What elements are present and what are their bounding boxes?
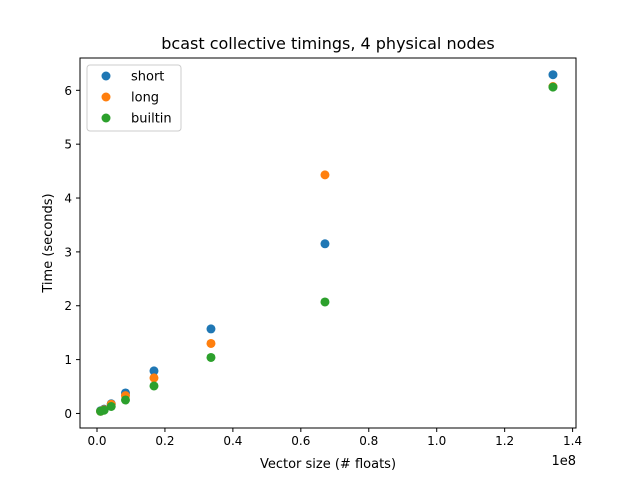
data-point-long: [206, 338, 216, 348]
x-tick-label: 0.2: [155, 434, 174, 448]
y-tick-label: 6: [64, 84, 72, 98]
data-point-builtin: [99, 405, 109, 415]
plot-frame: [79, 57, 577, 429]
y-tick-label: 0: [64, 407, 72, 421]
y-tick-label: 4: [64, 192, 72, 206]
y-tick-label: 2: [64, 299, 72, 313]
legend-marker-long: [101, 92, 111, 102]
y-tick-label: 3: [64, 245, 72, 259]
x-axis-label: Vector size (# floats): [260, 457, 396, 472]
data-point-builtin: [149, 381, 159, 391]
x-tick-label: 0.8: [359, 434, 378, 448]
data-point-short: [548, 70, 558, 80]
y-axis-label: Time (seconds): [41, 193, 56, 293]
data-point-short: [206, 324, 216, 334]
points-layer: [96, 70, 558, 416]
ticks-layer: 0.0 0.2 0.4 0.6 0.8 1.0 1.2 1.4 0 1 2 3 4 5 6: [64, 84, 582, 448]
x-tick-label: 1.0: [427, 434, 446, 448]
data-point-builtin: [206, 352, 216, 362]
x-axis-offset-label: 1e8: [551, 454, 576, 469]
y-tick-label: 5: [64, 138, 72, 152]
data-point-short: [149, 366, 159, 376]
data-point-long: [320, 170, 330, 180]
legend-label-short: short: [131, 70, 164, 85]
legend-box: [86, 64, 182, 132]
data-point-builtin: [548, 82, 558, 92]
data-point-builtin: [106, 401, 116, 411]
legend-label-long: long: [131, 91, 159, 106]
x-tick-label: 0.0: [87, 434, 106, 448]
data-point-builtin: [120, 395, 130, 405]
legend: short long builtin: [86, 64, 182, 132]
data-point-long: [149, 373, 159, 383]
legend-marker-builtin: [101, 113, 111, 123]
data-point-short: [320, 239, 330, 249]
x-tick-label: 0.4: [223, 434, 242, 448]
y-tick-label: 1: [64, 353, 72, 367]
x-tick-label: 1.2: [495, 434, 514, 448]
data-point-builtin: [320, 297, 330, 307]
x-tick-label: 0.6: [291, 434, 310, 448]
legend-label-builtin: builtin: [131, 112, 172, 127]
chart-title: bcast collective timings, 4 physical nod…: [161, 34, 494, 53]
legend-marker-short: [101, 71, 111, 81]
x-tick-label: 1.4: [563, 434, 582, 448]
